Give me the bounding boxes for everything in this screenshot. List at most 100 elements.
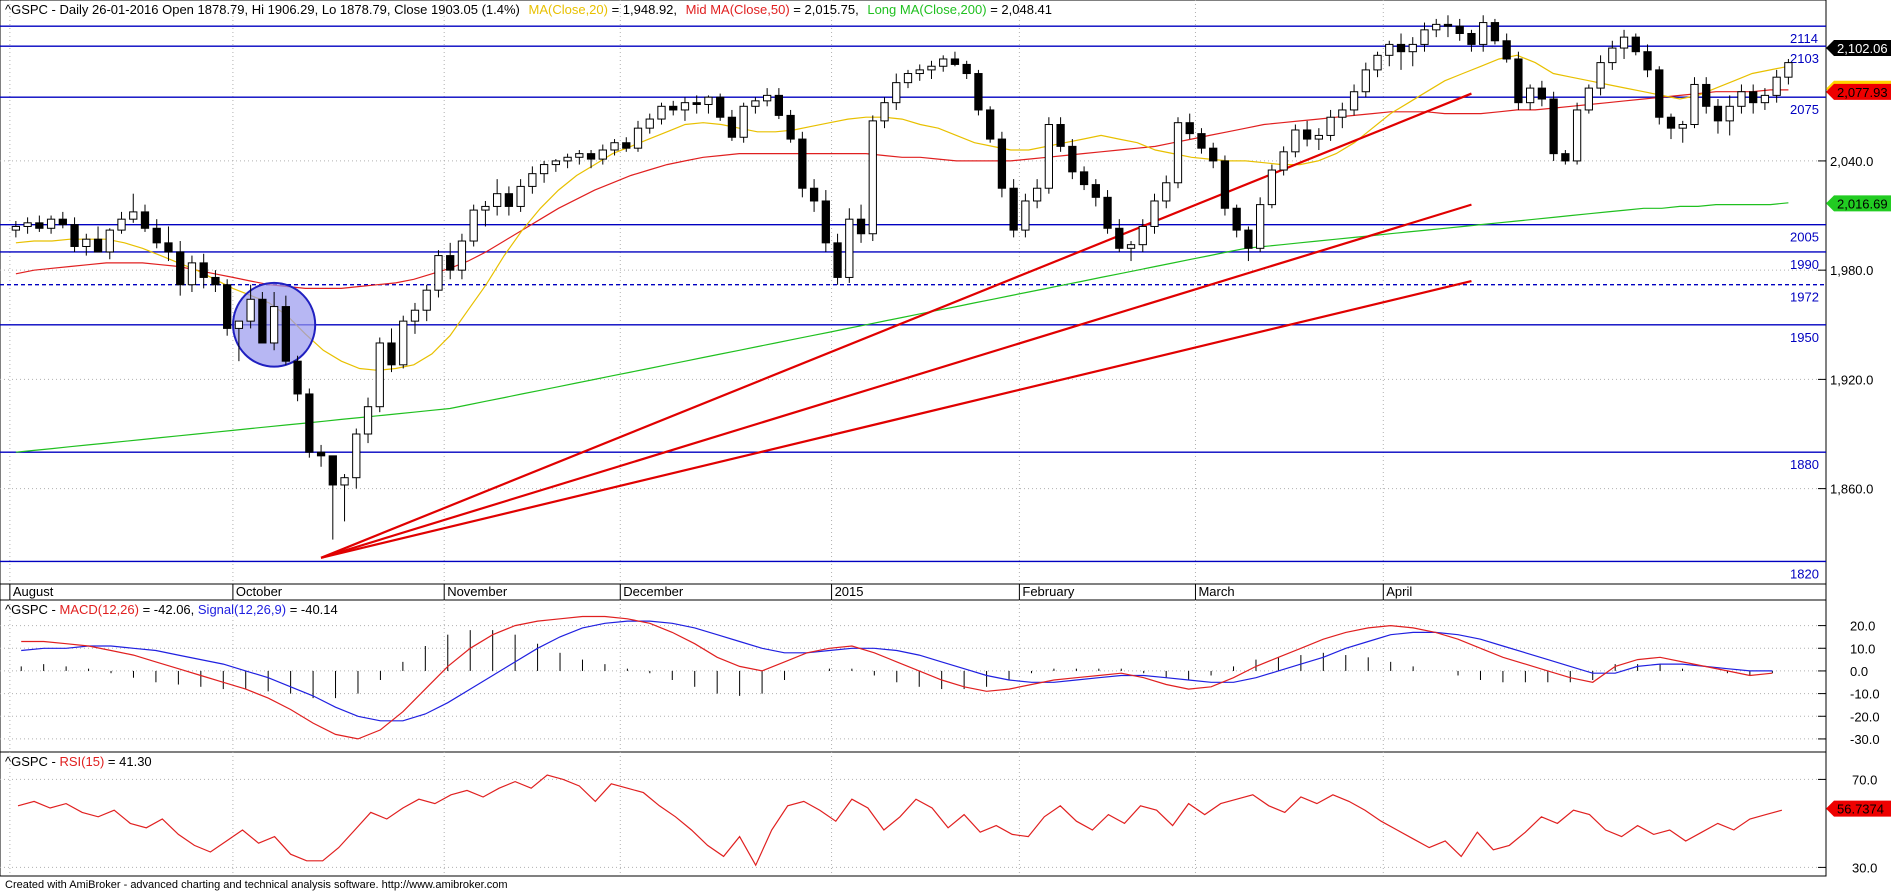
rsi-legend-label: RSI(15) (60, 754, 105, 769)
candle-body (1737, 91, 1746, 107)
candle-body (1455, 25, 1464, 34)
candle (528, 166, 537, 194)
ma20-legend-value: = 1,948.92, (612, 2, 677, 17)
candle-body (551, 160, 560, 166)
level-label: 2005 (1790, 230, 1819, 245)
candle (1032, 179, 1042, 209)
signal-legend-value: = -40.14 (290, 602, 338, 617)
candle (1220, 155, 1230, 216)
candle-body (1760, 94, 1770, 104)
candle-body (1784, 62, 1793, 78)
candle-body (1185, 122, 1194, 135)
candle-body (305, 393, 314, 453)
candle (1526, 84, 1535, 110)
candle-body (1526, 87, 1535, 104)
candle-body (211, 276, 220, 286)
candle-body (1725, 105, 1734, 122)
candle (669, 100, 678, 116)
candle-body (633, 127, 643, 149)
candle-body (246, 298, 255, 322)
candle-body (281, 306, 290, 362)
candle-body (1749, 91, 1758, 104)
rsi-value-badge: 56.7374 (1826, 800, 1891, 817)
candle (1126, 241, 1136, 262)
candle-body (1032, 187, 1042, 202)
candle (258, 292, 267, 344)
candle-body (70, 224, 79, 247)
candle (950, 51, 960, 67)
candle (328, 455, 337, 540)
candle (1572, 102, 1582, 165)
candle (176, 241, 185, 296)
candle-body (11, 225, 21, 231)
level-label: 2103 (1790, 51, 1819, 66)
candle (786, 109, 795, 143)
candle-body (892, 82, 901, 104)
candle-body (622, 142, 631, 149)
candle-body (410, 309, 420, 322)
candle-body (481, 205, 490, 211)
rsi-pane-frame (0, 751, 1827, 877)
candle-body (927, 65, 936, 71)
candle-body (1267, 169, 1277, 206)
candle-body (762, 94, 772, 102)
rsi-legend-value: = 41.30 (108, 754, 152, 769)
candle-body (105, 229, 114, 253)
candle (1490, 18, 1500, 45)
level-label: 2114 (1790, 31, 1818, 46)
candle (1302, 120, 1312, 147)
price-badge-label: 2,016.69 (1837, 196, 1888, 211)
candle-body (1514, 58, 1523, 104)
candle-body (833, 242, 842, 278)
price-badge: 2,102.06 (1826, 39, 1891, 56)
candle (1760, 88, 1770, 110)
candle (856, 204, 866, 243)
candle-body (962, 63, 971, 75)
candle (1549, 91, 1558, 161)
candle (1702, 77, 1711, 114)
candle-body (821, 200, 830, 244)
candle (1267, 164, 1277, 209)
candle-body (598, 149, 607, 160)
candle (586, 150, 596, 169)
candle (293, 355, 302, 402)
rsi-y-axis: 70.0 30.0 (1818, 772, 1877, 875)
candle (539, 160, 549, 183)
candle-body (1608, 47, 1617, 64)
candle (997, 131, 1007, 198)
candle-body (1044, 124, 1054, 189)
candle (1690, 77, 1699, 129)
candle (1244, 226, 1253, 262)
candle-body (117, 218, 126, 231)
price-gridlines (0, 0, 1826, 584)
price-title: ^GSPC - Daily 26-01-2016 Open 1878.79, H… (5, 2, 1052, 17)
candle (223, 279, 232, 336)
candle-body (903, 73, 913, 84)
candle (680, 97, 690, 121)
candle-body (258, 298, 267, 344)
candle-body (704, 96, 713, 105)
candle-body (669, 105, 678, 111)
candle-body (469, 209, 478, 242)
candle (305, 388, 314, 458)
candle-body (786, 114, 795, 140)
candle (1596, 55, 1605, 96)
candle-body (340, 477, 349, 486)
candle (751, 97, 760, 114)
candle (798, 131, 807, 198)
candle-body (986, 109, 995, 140)
candle-body (1408, 43, 1417, 53)
macd-y-tick-label: -30.0 (1850, 732, 1880, 747)
date-axis-label: October (236, 584, 283, 599)
candle (1643, 44, 1652, 78)
candle (23, 217, 32, 234)
candle-body (1021, 200, 1030, 231)
candle-body (1291, 129, 1300, 153)
macd-pane: 20.0 10.0 0.0 -10.0 -20.0 -30.0 ^GSPC - MACD(… (0, 599, 1880, 753)
candle-body (1256, 204, 1265, 249)
candle (1232, 204, 1241, 238)
candle-body (809, 187, 819, 202)
candle (1655, 66, 1664, 125)
rsi-pane: 70.0 30.0 56.7374 ^GSPC - RSI(15) = 41.30 (0, 751, 1891, 877)
candle (986, 106, 995, 143)
